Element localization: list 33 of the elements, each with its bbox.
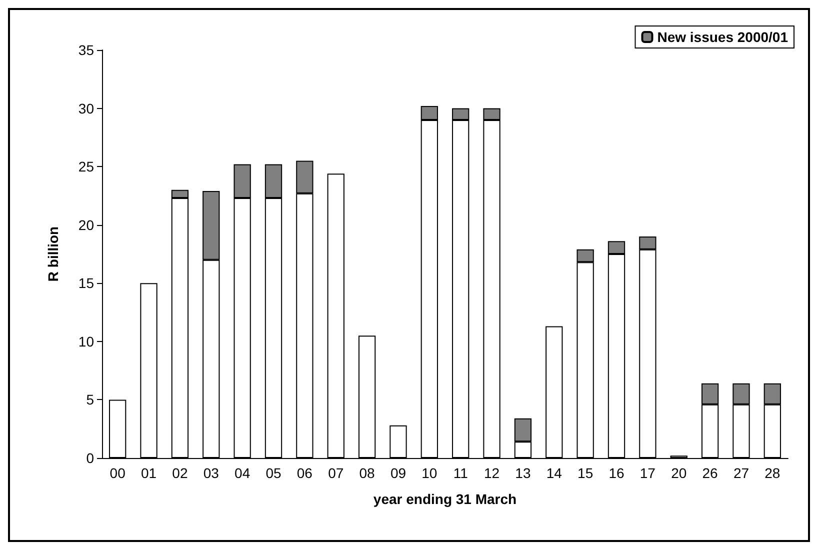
x-tick-label: 14 (546, 465, 562, 481)
y-tick-label: 5 (86, 392, 94, 408)
x-tick-label: 27 (733, 465, 750, 481)
x-tick-label: 08 (359, 465, 376, 481)
x-tick-label: 04 (234, 465, 250, 481)
x-tick-label: 11 (453, 465, 468, 481)
x-tick-label: 17 (640, 465, 656, 481)
x-tick-label: 26 (702, 465, 718, 481)
x-tick-label: 15 (578, 465, 594, 481)
legend-label: New issues 2000/01 (657, 29, 788, 45)
x-tick-label: 02 (172, 465, 188, 481)
y-axis-title: R billion (45, 226, 61, 282)
x-tick-label: 10 (422, 465, 438, 481)
x-tick-label: 13 (515, 465, 531, 481)
x-tick-label: 06 (296, 465, 313, 481)
x-tick-label: 16 (608, 465, 624, 481)
x-tick-label: 09 (390, 465, 406, 481)
x-axis-title: year ending 31 March (373, 491, 517, 507)
y-tick-label: 20 (78, 216, 94, 233)
y-tick-label: 15 (78, 275, 94, 292)
y-tick-label: 30 (78, 100, 94, 116)
x-tick-label: 00 (110, 465, 126, 481)
y-tick-label: 0 (86, 450, 94, 466)
x-tick-label: 07 (328, 465, 344, 481)
x-tick-label: 01 (140, 465, 157, 481)
x-tick-label: 28 (764, 465, 780, 481)
y-tick-label: 10 (78, 333, 94, 350)
x-tick-label: 20 (671, 465, 687, 481)
y-tick-label: 25 (78, 158, 94, 175)
y-tick-label: 35 (78, 42, 94, 58)
x-tick-label: 03 (203, 465, 220, 481)
x-tick-label: 05 (266, 465, 282, 481)
x-tick-label: 12 (484, 465, 500, 481)
